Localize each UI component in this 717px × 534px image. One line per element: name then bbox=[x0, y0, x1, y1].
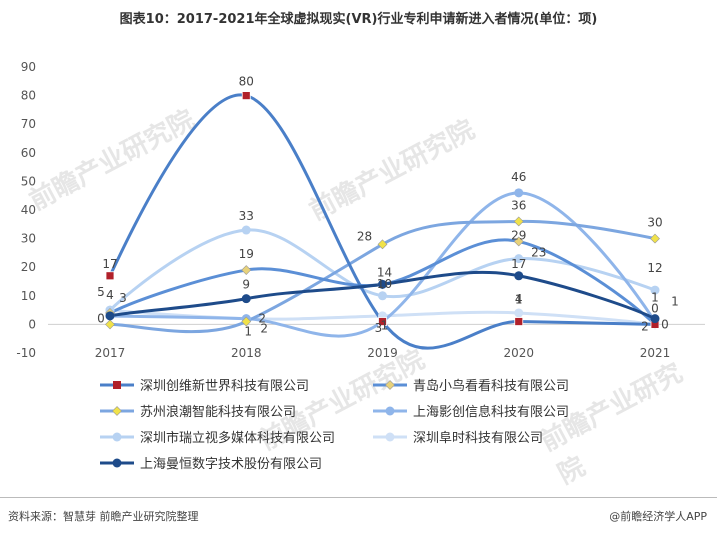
data-point bbox=[105, 319, 115, 330]
legend-marker bbox=[112, 458, 122, 468]
data-label: 2 bbox=[260, 322, 268, 336]
legend-marker bbox=[385, 432, 395, 442]
data-label: 2 bbox=[641, 320, 649, 334]
series-line bbox=[108, 93, 657, 350]
legend-label: 苏州浪潮智能科技有限公司 bbox=[140, 404, 296, 420]
data-label: 3 bbox=[119, 291, 127, 305]
data-point bbox=[514, 317, 524, 326]
data-label: 12 bbox=[647, 261, 662, 275]
legend-label: 上海曼恒数字技术股份有限公司 bbox=[140, 457, 322, 472]
source-note: 资料来源：智慧芽 前瞻产业研究院整理 bbox=[8, 510, 199, 523]
data-label: 2 bbox=[258, 312, 266, 326]
legend-marker bbox=[112, 406, 122, 416]
data-label: 17 bbox=[511, 257, 526, 271]
data-point bbox=[241, 294, 251, 304]
data-point bbox=[513, 236, 524, 247]
y-tick-label: 40 bbox=[21, 203, 36, 217]
data-point bbox=[241, 265, 252, 275]
legend-label: 上海影创信息科技有限公司 bbox=[413, 404, 569, 420]
data-label: 46 bbox=[511, 170, 526, 184]
data-label: 36 bbox=[511, 198, 526, 212]
data-label: 0 bbox=[651, 301, 659, 315]
data-label: 29 bbox=[511, 228, 526, 242]
data-point bbox=[377, 239, 388, 250]
data-point bbox=[105, 271, 115, 281]
data-label: 30 bbox=[647, 216, 662, 230]
data-point bbox=[650, 314, 660, 324]
y-tick-label: 60 bbox=[21, 146, 36, 160]
data-label: 5 bbox=[97, 285, 105, 299]
legend-label: 深圳创维新世界科技有限公司 bbox=[140, 378, 309, 394]
x-tick-label: 2017 bbox=[95, 346, 126, 360]
data-label: 0 bbox=[661, 317, 669, 331]
data-label: 28 bbox=[357, 229, 372, 243]
data-point bbox=[378, 291, 387, 301]
data-label: 1 bbox=[651, 291, 659, 305]
x-tick-label: 2018 bbox=[231, 346, 262, 360]
x-tick-label: 2020 bbox=[503, 346, 534, 360]
data-label: 19 bbox=[239, 247, 254, 261]
y-tick-label: 50 bbox=[21, 174, 36, 188]
y-tick-label: 20 bbox=[21, 260, 36, 274]
data-label: 0 bbox=[97, 311, 105, 325]
legend-label: 青岛小鸟看看科技有限公司 bbox=[413, 378, 569, 394]
footer-divider bbox=[0, 497, 717, 498]
x-tick-label: 2021 bbox=[640, 346, 671, 360]
y-tick-label: 10 bbox=[21, 289, 36, 303]
data-point bbox=[378, 279, 387, 289]
legend-marker bbox=[385, 380, 395, 390]
data-label: 4 bbox=[515, 292, 523, 306]
chart-title: 图表10：2017-2021年全球虚拟现实(VR)行业专利申请新进入者情况(单位… bbox=[119, 12, 598, 27]
data-point bbox=[514, 308, 524, 318]
data-point bbox=[378, 317, 387, 326]
data-label: 23 bbox=[531, 246, 546, 260]
data-point bbox=[650, 233, 660, 244]
data-point bbox=[241, 91, 251, 100]
y-tick-label: 70 bbox=[21, 117, 36, 131]
data-point bbox=[513, 216, 524, 227]
data-point bbox=[514, 254, 524, 264]
data-label: 33 bbox=[239, 209, 254, 223]
data-label: 1 bbox=[244, 325, 252, 339]
data-label: 14 bbox=[377, 265, 392, 279]
y-tick-label: 90 bbox=[21, 60, 36, 74]
data-point bbox=[514, 188, 524, 198]
brand-note: @前瞻经济学人APP bbox=[609, 510, 707, 523]
data-label: 80 bbox=[239, 75, 254, 89]
data-label: 3 bbox=[375, 321, 383, 335]
legend-label: 深圳市瑞立视多媒体科技有限公司 bbox=[140, 430, 335, 446]
data-label: 1 bbox=[381, 319, 389, 333]
data-label: 1 bbox=[515, 293, 523, 307]
data-label: 9 bbox=[242, 278, 250, 292]
data-label: 10 bbox=[377, 277, 392, 291]
y-tick-label: -10 bbox=[16, 346, 36, 360]
data-point bbox=[241, 225, 251, 235]
data-label: 1 bbox=[671, 295, 679, 309]
data-point bbox=[514, 271, 524, 281]
data-label: 4 bbox=[106, 288, 114, 302]
data-label: 17 bbox=[102, 257, 117, 271]
legend-label: 深圳阜时科技有限公司 bbox=[413, 430, 543, 446]
data-point bbox=[105, 311, 115, 321]
legend-marker bbox=[385, 406, 395, 416]
data-point bbox=[241, 316, 252, 327]
y-tick-label: 0 bbox=[28, 317, 36, 331]
x-tick-label: 2019 bbox=[367, 346, 398, 360]
data-point bbox=[650, 285, 660, 295]
y-tick-label: 30 bbox=[21, 232, 36, 246]
legend-marker bbox=[112, 432, 122, 442]
legend-marker bbox=[113, 381, 121, 389]
y-tick-label: 80 bbox=[21, 89, 36, 103]
